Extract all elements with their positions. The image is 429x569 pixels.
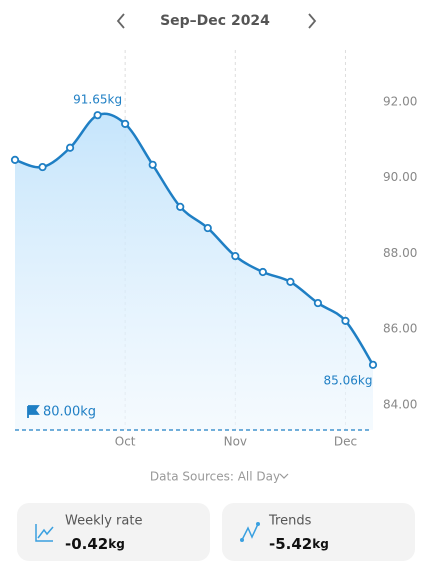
point [258,267,267,277]
goal-label: 80.00kg [43,405,96,420]
dropdown-icon [279,473,289,479]
next-button[interactable] [308,13,317,29]
point [368,360,378,369]
point [231,252,240,261]
prev-button[interactable] [116,13,125,29]
point [313,298,323,308]
y-tick-label: 88.00 [383,246,417,260]
y-tick-label: 84.00 [383,397,417,411]
stat-label: Weekly rate [65,514,142,529]
point [176,202,185,211]
point [65,143,75,152]
stat-unit: kg [312,537,329,551]
point [148,160,157,169]
trend-icon-dot [256,522,260,526]
stat-card [222,503,415,561]
rate-icon [35,524,54,542]
stat-label: Trends [268,514,312,529]
point [93,111,102,120]
y-tick-label: 86.00 [383,322,417,336]
point [341,316,350,325]
chart: 84.00 86.00 88.00 90.00 92.00 Oct Nov Dec 91.65k… [10,50,417,449]
trend-icon-dot [240,538,244,542]
stat-number: -5.42 [269,535,312,553]
x-tick-label: Oct [115,435,136,449]
value-label: 91.65kg [73,93,122,107]
stat-value: -0.42kg [65,535,125,553]
value-label: 85.06kg [324,373,373,387]
y-tick-label: 90.00 [383,170,417,184]
stat-number: -0.42 [65,535,108,553]
point [286,277,295,286]
stat-unit: kg [108,537,125,551]
y-tick-label: 92.00 [383,94,417,108]
point [121,119,130,128]
point [203,223,212,233]
x-tick-label: Nov [224,435,247,449]
stat-card [17,503,210,561]
point [38,162,47,172]
period-title: Sep–Dec 2024 [160,13,270,29]
area [15,113,373,431]
x-tick-label: Dec [334,435,357,449]
trend-icon [241,523,259,541]
data-source[interactable]: Data Sources: All Day [150,470,280,484]
goal-flag [27,405,40,418]
stat-value: -5.42kg [269,535,329,553]
point [10,155,20,164]
